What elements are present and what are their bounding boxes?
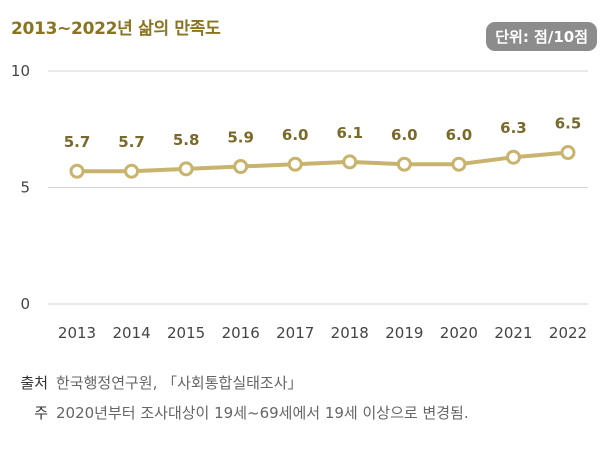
data-point (178, 161, 194, 177)
x-tick-label: 2013 (58, 324, 96, 342)
data-label: 6.0 (446, 126, 473, 144)
data-label: 6.5 (555, 115, 582, 133)
unit-badge: 단위: 점/10점 (486, 22, 597, 51)
note-text: 2020년부터 조사대상이 19세~69세에서 19세 이상으로 변경됨. (56, 404, 469, 422)
data-label: 6.1 (336, 124, 363, 142)
x-tick-label: 2018 (331, 324, 369, 342)
y-tick-label: 5 (20, 179, 30, 197)
data-label: 5.7 (64, 133, 91, 151)
x-tick-label: 2017 (276, 324, 314, 342)
x-tick-label: 2020 (440, 324, 478, 342)
data-point (505, 149, 521, 165)
x-tick-label: 2014 (112, 324, 150, 342)
data-point (69, 163, 85, 179)
data-label: 6.3 (500, 119, 527, 137)
data-label: 6.0 (282, 126, 309, 144)
x-tick-label: 2022 (549, 324, 587, 342)
source-key: 출처 (20, 374, 48, 392)
chart-title: 2013~2022년 삶의 만족도 (11, 19, 221, 39)
series-line (77, 150, 569, 174)
x-tick-label: 2016 (222, 324, 260, 342)
x-tick-label: 2021 (494, 324, 532, 342)
x-tick-label: 2019 (385, 324, 423, 342)
data-label: 5.7 (118, 133, 145, 151)
data-point (342, 154, 358, 170)
data-point (124, 163, 140, 179)
x-tick-label: 2015 (167, 324, 205, 342)
y-tick-label: 10 (11, 62, 30, 80)
source-text: 한국행정연구원, 「사회통합실태조사」 (56, 374, 303, 392)
data-label: 6.0 (391, 126, 418, 144)
data-label: 5.8 (173, 131, 200, 149)
data-label: 5.9 (227, 129, 254, 147)
line-chart: 0 5 10 2013 2014 2015 2016 2017 2018 2019 2020 2021… (11, 62, 588, 342)
note-row: 주 2020년부터 조사대상이 19세~69세에서 19세 이상으로 변경됨. (10, 398, 469, 428)
data-point (233, 159, 249, 175)
data-point (287, 156, 303, 172)
y-tick-label: 0 (20, 295, 30, 313)
data-point (451, 156, 467, 172)
source-row: 출처 한국행정연구원, 「사회통합실태조사」 (10, 368, 469, 398)
footnotes: 출처 한국행정연구원, 「사회통합실태조사」 주 2020년부터 조사대상이 1… (10, 368, 469, 428)
data-point (396, 156, 412, 172)
note-key: 주 (34, 404, 48, 422)
data-point (560, 145, 576, 161)
